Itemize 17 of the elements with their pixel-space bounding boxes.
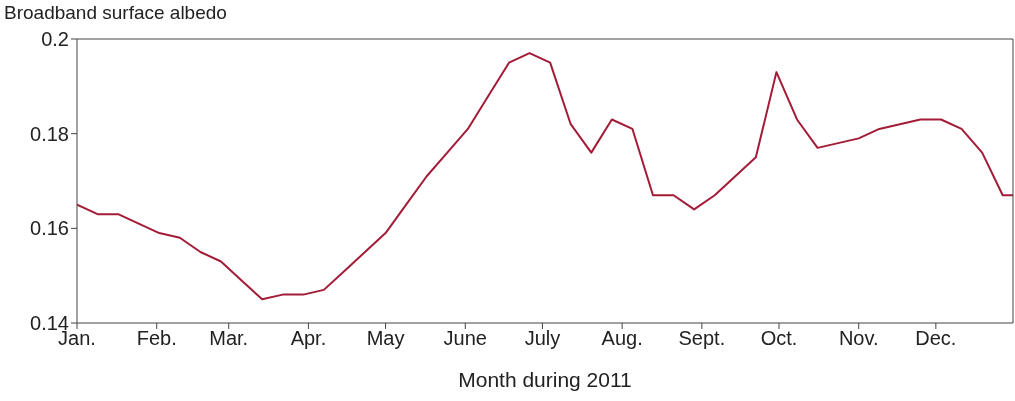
x-tick-label: Nov. bbox=[838, 327, 879, 350]
x-tick-label: Mar. bbox=[209, 327, 249, 350]
x-tick-label: Dec. bbox=[915, 327, 957, 350]
x-tick-label: June bbox=[443, 327, 487, 350]
line-series bbox=[77, 52, 1013, 301]
y-axis-title: Broadband surface albedo bbox=[4, 2, 227, 24]
x-tick-label: Sept. bbox=[678, 327, 726, 350]
x-tick-label: May bbox=[366, 327, 405, 350]
x-tick-label: July bbox=[524, 327, 561, 350]
x-tick-label: Aug. bbox=[601, 327, 643, 350]
x-tick-label: Apr. bbox=[290, 327, 327, 350]
x-axis-title: Month during 2011 bbox=[458, 368, 632, 391]
x-tick-label: Oct. bbox=[760, 327, 798, 350]
y-tick-label: 0.16 bbox=[30, 217, 69, 240]
y-tick-label: 0.2 bbox=[41, 28, 69, 51]
y-tick-label: 0.18 bbox=[30, 122, 69, 145]
x-tick-label: Feb. bbox=[136, 327, 177, 350]
